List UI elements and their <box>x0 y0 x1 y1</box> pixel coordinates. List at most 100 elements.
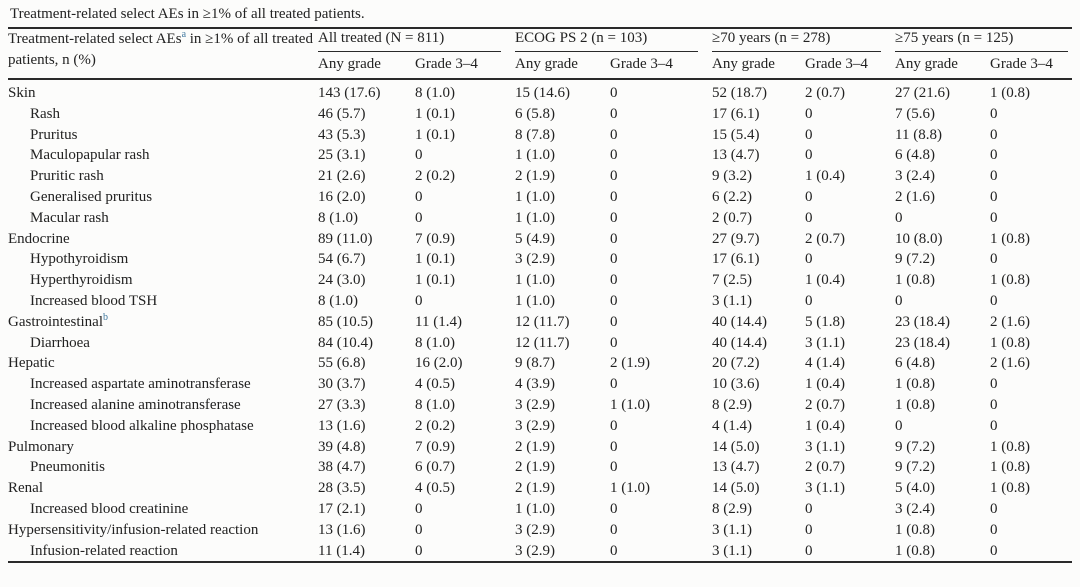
subheader-grade-3-4: Grade 3–4 <box>610 52 713 80</box>
value-cell: 10 (3.6) <box>712 376 760 393</box>
value-cell: 0 <box>415 542 423 559</box>
value-cell: 1 (1.0) <box>515 209 556 226</box>
value-cell: 2 (0.7) <box>805 230 846 247</box>
group-header-all-treated: All treated (N = 811) <box>318 28 515 52</box>
value-cell: 6 (0.7) <box>415 459 455 476</box>
value-cell: 9 (7.2) <box>895 251 936 268</box>
value-cell: 0 <box>610 313 618 330</box>
value-cell: 1 (0.8) <box>895 521 936 538</box>
value-cell: 0 <box>610 147 618 164</box>
table-row: Hypersensitivity/infusion-related reacti… <box>8 520 1072 541</box>
value-cell: 6 (2.2) <box>712 188 753 205</box>
value-cell: 3 (2.9) <box>515 542 556 559</box>
value-cell: 13 (4.7) <box>712 459 760 476</box>
group-header-ecog-ps2: ECOG PS 2 (n = 103) <box>515 28 712 52</box>
value-cell: 14 (5.0) <box>712 438 760 455</box>
value-cell: 1 (1.0) <box>515 188 556 205</box>
value-cell: 2 (0.7) <box>805 459 846 476</box>
value-cell: 55 (6.8) <box>318 355 366 372</box>
value-cell: 9 (7.2) <box>895 438 936 455</box>
table-row: Skin 143 (17.6) 8 (1.0) 15 (14.6) 0 52 (18.7)… <box>8 79 1072 104</box>
value-cell: 0 <box>415 209 423 226</box>
value-cell: 3 (2.9) <box>515 417 556 434</box>
table-row: Gastrointestinalb 85 (10.5) 11 (1.4) 12 (11… <box>8 312 1072 333</box>
value-cell: 3 (1.1) <box>805 334 846 351</box>
value-cell: 1 (1.0) <box>515 500 556 517</box>
value-cell: 0 <box>990 188 998 205</box>
value-cell: 43 (5.3) <box>318 126 366 143</box>
value-cell: 1 (1.0) <box>515 292 556 309</box>
value-cell: 0 <box>805 209 813 226</box>
value-cell: 0 <box>415 147 423 164</box>
value-cell: 8 (7.8) <box>515 126 556 143</box>
value-cell: 0 <box>895 292 903 309</box>
table-row: Macular rash 8 (1.0) 0 1 (1.0) 0 2 (0.7) 0 0 0 <box>8 208 1072 229</box>
value-cell: 0 <box>805 188 813 205</box>
value-cell: 0 <box>610 438 618 455</box>
value-cell: 17 (6.1) <box>712 251 760 268</box>
value-cell: 0 <box>805 521 813 538</box>
value-cell: 0 <box>610 251 618 268</box>
subheader-any-grade: Any grade <box>895 52 991 80</box>
ae-label-cell: Rash <box>30 105 60 122</box>
value-cell: 11 (1.4) <box>415 313 462 330</box>
value-cell: 1 (0.8) <box>990 438 1031 455</box>
value-cell: 1 (0.4) <box>805 272 846 289</box>
value-cell: 1 (0.8) <box>895 272 936 289</box>
value-cell: 0 <box>990 396 998 413</box>
ae-label-cell: Increased blood creatinine <box>30 500 189 517</box>
value-cell: 6 (4.8) <box>895 147 936 164</box>
value-cell: 0 <box>805 105 813 122</box>
value-cell: 13 (1.6) <box>318 417 366 434</box>
value-cell: 1 (0.8) <box>895 396 936 413</box>
value-cell: 0 <box>610 459 618 476</box>
value-cell: 4 (0.5) <box>415 480 455 497</box>
value-cell: 1 (0.8) <box>990 85 1031 101</box>
value-cell: 8 (1.0) <box>415 396 455 413</box>
value-cell: 7 (2.5) <box>712 272 753 289</box>
ae-label-cell: Hepatic <box>8 355 55 372</box>
value-cell: 8 (1.0) <box>318 292 358 309</box>
stub-header: Treatment-related select AEsa in ≥1% of … <box>8 28 318 80</box>
value-cell: 8 (1.0) <box>318 209 358 226</box>
value-cell: 8 (1.0) <box>415 85 455 101</box>
value-cell: 3 (1.1) <box>805 480 846 497</box>
value-cell: 46 (5.7) <box>318 105 366 122</box>
value-cell: 3 (1.1) <box>805 438 846 455</box>
value-cell: 0 <box>895 417 903 434</box>
value-cell: 0 <box>610 85 618 101</box>
value-cell: 1 (0.8) <box>990 272 1031 289</box>
value-cell: 2 (1.9) <box>515 480 556 497</box>
table-row: Infusion-related reaction 11 (1.4) 0 3 (2.9… <box>8 541 1072 563</box>
value-cell: 0 <box>990 209 998 226</box>
value-cell: 8 (1.0) <box>415 334 455 351</box>
ae-label-cell: Hyperthyroidism <box>30 272 133 289</box>
table-row: Hypothyroidism 54 (6.7) 1 (0.1) 3 (2.9) 0 17 … <box>8 249 1072 270</box>
value-cell: 1 (0.8) <box>990 480 1031 497</box>
value-cell: 10 (8.0) <box>895 230 943 247</box>
value-cell: 12 (11.7) <box>515 334 570 351</box>
value-cell: 8 (2.9) <box>712 396 753 413</box>
value-cell: 23 (18.4) <box>895 334 951 351</box>
value-cell: 13 (4.7) <box>712 147 760 164</box>
table-row: Diarrhoea 84 (10.4) 8 (1.0) 12 (11.7) 0 40 (1… <box>8 333 1072 354</box>
value-cell: 0 <box>415 521 423 538</box>
value-cell: 3 (2.4) <box>895 168 936 185</box>
value-cell: 0 <box>805 147 813 164</box>
ae-label-cell: Increased blood alkaline phosphatase <box>30 417 254 434</box>
value-cell: 1 (1.0) <box>515 272 556 289</box>
value-cell: 9 (8.7) <box>515 355 556 372</box>
value-cell: 3 (2.9) <box>515 251 556 268</box>
value-cell: 4 (0.5) <box>415 376 455 393</box>
value-cell: 0 <box>610 188 618 205</box>
table-row: Increased aspartate aminotransferase 30 (… <box>8 374 1072 395</box>
value-cell: 1 (0.1) <box>415 105 455 122</box>
group-label: ECOG PS 2 (n = 103) <box>515 29 699 52</box>
table-row: Hyperthyroidism 24 (3.0) 1 (0.1) 1 (1.0) 0 7 … <box>8 270 1072 291</box>
value-cell: 6 (4.8) <box>895 355 936 372</box>
value-cell: 2 (1.9) <box>515 459 556 476</box>
value-cell: 9 (3.2) <box>712 168 753 185</box>
adverse-events-table: Treatment-related select AEsa in ≥1% of … <box>8 27 1073 564</box>
ae-label-cell: Infusion-related reaction <box>30 542 178 559</box>
value-cell: 9 (7.2) <box>895 459 936 476</box>
